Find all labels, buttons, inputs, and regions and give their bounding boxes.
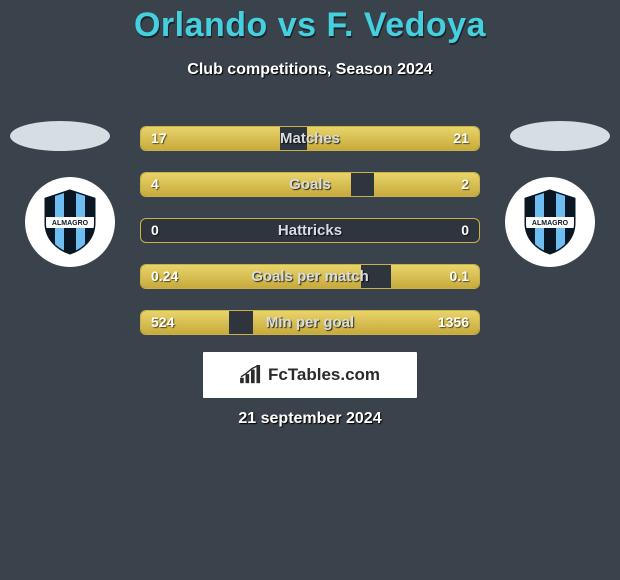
stat-label: Goals per match xyxy=(141,265,479,289)
stat-bar: 0.24Goals per match0.1 xyxy=(140,264,480,289)
crest-text: ALMAGRO xyxy=(52,220,89,227)
club-crest-right: ALMAGRO xyxy=(505,177,595,267)
comparison-bars: 17Matches21 4Goals2 0Hattricks0 0.24Goals p… xyxy=(140,126,480,356)
stat-bar: 524Min per goal1356 xyxy=(140,310,480,335)
crest-text: ALMAGRO xyxy=(532,220,569,227)
brand-badge: FcTables.com xyxy=(201,350,419,400)
stat-bar: 17Matches21 xyxy=(140,126,480,151)
stat-value-right: 0 xyxy=(461,219,469,243)
club-crest-left: ALMAGRO xyxy=(25,177,115,267)
stat-value-right: 2 xyxy=(461,173,469,197)
player-silhouette-right xyxy=(510,121,610,151)
stat-label: Goals xyxy=(141,173,479,197)
page-title: Orlando vs F. Vedoya xyxy=(0,0,620,45)
stat-label: Hattricks xyxy=(141,219,479,243)
barchart-icon xyxy=(240,365,262,385)
shield-icon: ALMAGRO xyxy=(522,189,578,255)
player-silhouette-left xyxy=(10,121,110,151)
stat-label: Min per goal xyxy=(141,311,479,335)
subtitle: Club competitions, Season 2024 xyxy=(0,61,620,79)
stat-bar: 4Goals2 xyxy=(140,172,480,197)
brand-text: FcTables.com xyxy=(268,365,380,385)
stat-bar: 0Hattricks0 xyxy=(140,218,480,243)
shield-icon: ALMAGRO xyxy=(42,189,98,255)
date-text: 21 september 2024 xyxy=(0,410,620,428)
stat-value-right: 1356 xyxy=(438,311,469,335)
stats-comparison-card: Orlando vs F. Vedoya Club competitions, … xyxy=(0,0,620,580)
stat-value-right: 0.1 xyxy=(450,265,469,289)
stat-value-right: 21 xyxy=(453,127,469,151)
stat-label: Matches xyxy=(141,127,479,151)
